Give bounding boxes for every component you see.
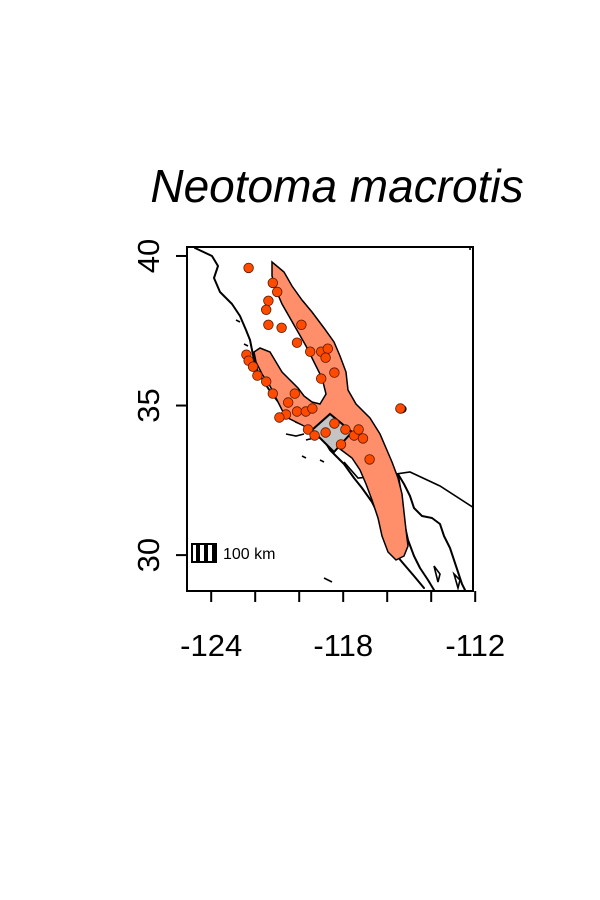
occurrence-point	[283, 397, 294, 408]
bay-island	[235, 319, 241, 323]
occurrence-point	[274, 412, 285, 423]
occurrence-point	[357, 433, 369, 444]
occurrence-point	[364, 454, 375, 465]
scale-bar-segment	[196, 544, 200, 562]
species-range-polygon	[253, 260, 409, 561]
occurrence-point	[316, 373, 327, 384]
y-tick-label: 30	[131, 538, 166, 572]
gulf-island	[452, 571, 461, 591]
scale-bar-label: 100 km	[223, 546, 275, 563]
occurrence-point	[320, 427, 331, 438]
x-tick-label: -124	[180, 628, 242, 663]
y-axis: 30 35 40	[131, 239, 188, 572]
channel-island	[285, 433, 305, 437]
occurrence-point	[320, 352, 331, 363]
occurrence-points-layer	[241, 262, 406, 465]
occurrence-point	[329, 367, 340, 378]
occurrence-point	[252, 370, 263, 381]
map-title: Neotoma macrotis	[150, 160, 523, 212]
occurrence-point	[340, 424, 351, 435]
occurrence-point	[263, 319, 274, 331]
occurrence-point	[261, 376, 272, 387]
occurrence-point	[291, 406, 303, 417]
occurrence-point	[307, 403, 318, 414]
occurrence-point	[243, 262, 254, 274]
occurrence-point	[353, 424, 364, 435]
occurrence-point	[247, 361, 259, 372]
y-tick-label: 35	[131, 388, 166, 422]
baja-island	[323, 577, 333, 583]
scale-bar-segment	[212, 544, 216, 562]
occurrence-point	[329, 418, 340, 429]
occurrence-point	[272, 286, 283, 298]
bay-island	[243, 343, 249, 347]
x-tick-label: -112	[445, 628, 505, 663]
map-panel: 100 km	[191, 247, 473, 591]
mainland-mexico-coastline	[397, 473, 467, 591]
occurrence-point	[276, 322, 287, 334]
channel-island	[319, 459, 325, 463]
gulf-island	[433, 565, 441, 583]
occurrence-point	[322, 343, 334, 354]
x-tick-label: -118	[313, 628, 373, 663]
occurrence-point	[305, 346, 316, 357]
scale-bar-segment	[204, 544, 208, 562]
occurrence-point	[289, 388, 301, 399]
occurrence-point	[291, 337, 303, 348]
occurrence-point	[261, 304, 272, 316]
occurrence-point	[335, 439, 347, 450]
occurrence-point	[302, 424, 314, 435]
occurrence-point	[296, 319, 307, 331]
occurrence-point	[395, 403, 406, 414]
occurrence-point	[263, 295, 274, 307]
channel-island	[301, 455, 307, 459]
occurrence-point	[309, 430, 320, 441]
y-tick-label: 40	[131, 239, 166, 273]
occurrence-point	[267, 388, 279, 399]
x-axis: -124 -118 -112	[180, 590, 505, 663]
occurrence-point	[267, 277, 279, 289]
scale-bar: 100 km	[191, 543, 275, 563]
